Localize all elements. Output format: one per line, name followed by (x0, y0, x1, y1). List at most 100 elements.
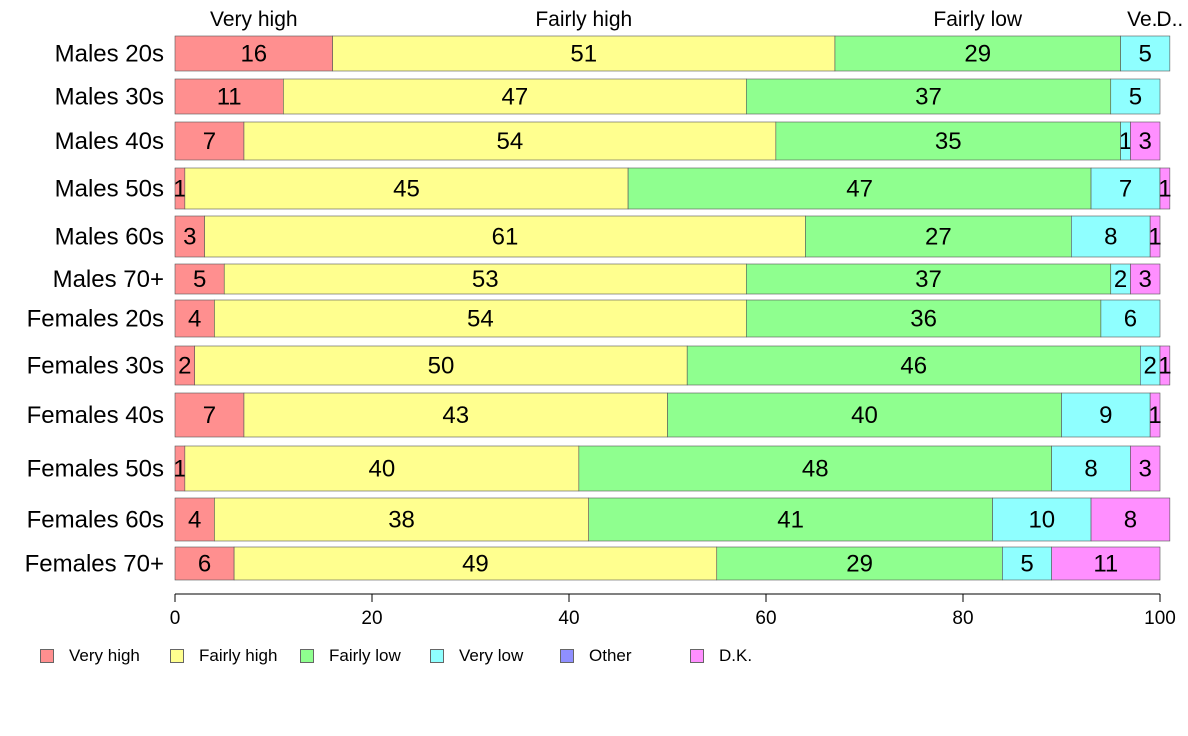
data-label: 37 (915, 266, 942, 293)
data-label: 40 (368, 456, 395, 483)
data-label: 5 (1129, 84, 1142, 111)
data-label: 1 (1119, 128, 1132, 155)
bar-segment (174, 497, 215, 542)
legend-label: Other (589, 646, 632, 665)
top-label: Ve.. (1127, 8, 1163, 31)
data-label: 29 (964, 41, 991, 68)
top-label: Very high (210, 8, 298, 31)
data-label: 4 (188, 507, 201, 534)
x-tick-label: 100 (1144, 608, 1176, 629)
x-tick-label: 80 (952, 608, 973, 629)
bar-row: Females 30s 2 50 46 2 1 (27, 345, 1172, 386)
legend-item: Very low (430, 646, 523, 666)
data-label: 37 (915, 84, 942, 111)
bar-segment (588, 497, 993, 542)
legend-item: Fairly low (300, 646, 401, 666)
data-label: 53 (472, 266, 499, 293)
legend-swatch (40, 649, 54, 663)
bar-segment (834, 35, 1121, 72)
bar-row: Females 60s 4 38 41 10 8 (27, 497, 1171, 542)
bar-segment (1120, 35, 1171, 72)
data-label: 1 (1158, 176, 1171, 203)
bar-row: Males 50s 1 45 47 7 1 (55, 167, 1172, 210)
data-label: 43 (442, 402, 469, 429)
bar-segment (1051, 445, 1131, 492)
data-label: 40 (851, 402, 878, 429)
bar-segment (745, 263, 1112, 295)
category-label: Females 20s (27, 306, 164, 333)
data-label: 7 (203, 128, 216, 155)
legend-item: Very high (40, 646, 140, 666)
data-label: 1 (1148, 402, 1161, 429)
data-label: 6 (198, 551, 211, 578)
data-label: 47 (501, 84, 528, 111)
bar-segment (716, 546, 1003, 581)
legend-swatch (690, 649, 704, 663)
bar-segment (1071, 215, 1151, 258)
data-label: 3 (1139, 128, 1152, 155)
bar-segment (194, 345, 688, 386)
bar-segment (805, 215, 1072, 258)
data-label: 16 (240, 41, 267, 68)
category-label: Males 50s (55, 176, 164, 203)
bar-segment (174, 392, 245, 438)
data-label: 2 (1143, 353, 1156, 380)
legend-swatch (170, 649, 184, 663)
bar-segment (1130, 445, 1161, 492)
data-label: 5 (193, 266, 206, 293)
data-label: 49 (462, 551, 489, 578)
legend: Very high Fairly high Fairly low Very low Ot… (40, 646, 800, 668)
legend-swatch (300, 649, 314, 663)
bar-segment (184, 445, 580, 492)
x-axis: 0 20 40 60 80 100 (170, 593, 1176, 629)
category-label: Males 20s (55, 41, 164, 68)
category-label: Males 60s (55, 224, 164, 251)
bar-segment (174, 121, 245, 161)
data-label: 7 (1119, 176, 1132, 203)
legend-label: Fairly high (199, 646, 278, 665)
bar-segment (184, 167, 629, 210)
legend-item: Other (560, 646, 632, 666)
data-label: 6 (1124, 306, 1137, 333)
data-label: 8 (1084, 456, 1097, 483)
bar-segment (1100, 299, 1161, 338)
bar-segment (745, 78, 1112, 115)
legend-swatch (430, 649, 444, 663)
bar-segment (214, 299, 747, 338)
data-label: 51 (570, 41, 597, 68)
legend-swatch (560, 649, 574, 663)
bar-row: Males 40s 7 54 35 1 3 (55, 121, 1161, 161)
bar-segment (1149, 392, 1161, 438)
bar-segment (1061, 392, 1151, 438)
category-label: Males 30s (55, 84, 164, 111)
data-label: 4 (188, 306, 201, 333)
bar-row: Females 20s 4 54 36 6 (27, 299, 1161, 338)
data-label: 46 (900, 353, 927, 380)
data-label: 36 (910, 306, 937, 333)
data-label: 61 (492, 224, 519, 251)
x-tick-label: 0 (170, 608, 181, 629)
data-label: 7 (203, 402, 216, 429)
bar-row: Males 70+ 5 53 37 2 3 (53, 263, 1161, 295)
legend-label: Very high (69, 646, 140, 665)
bar-segment (233, 546, 718, 581)
category-label: Females 30s (27, 353, 164, 380)
data-label: 38 (388, 507, 415, 534)
category-label: Males 70+ (53, 266, 164, 293)
data-label: 10 (1028, 507, 1055, 534)
data-label: 50 (428, 353, 455, 380)
legend-label: D.K. (719, 646, 753, 665)
bar-row: Females 40s 7 43 40 9 1 (27, 392, 1162, 438)
data-label: 3 (1139, 456, 1152, 483)
x-tick-label: 60 (755, 608, 776, 629)
data-label: 2 (178, 353, 191, 380)
x-tick-label: 20 (361, 608, 382, 629)
top-labels: Very high Fairly high Fairly low Ve..D.. (210, 8, 1183, 31)
bar-segment (1149, 215, 1161, 258)
bar-segment (332, 35, 836, 72)
bar-segment (1090, 167, 1161, 210)
data-label: 8 (1124, 507, 1137, 534)
bar-segment (1090, 497, 1171, 542)
bar-segment (992, 497, 1092, 542)
